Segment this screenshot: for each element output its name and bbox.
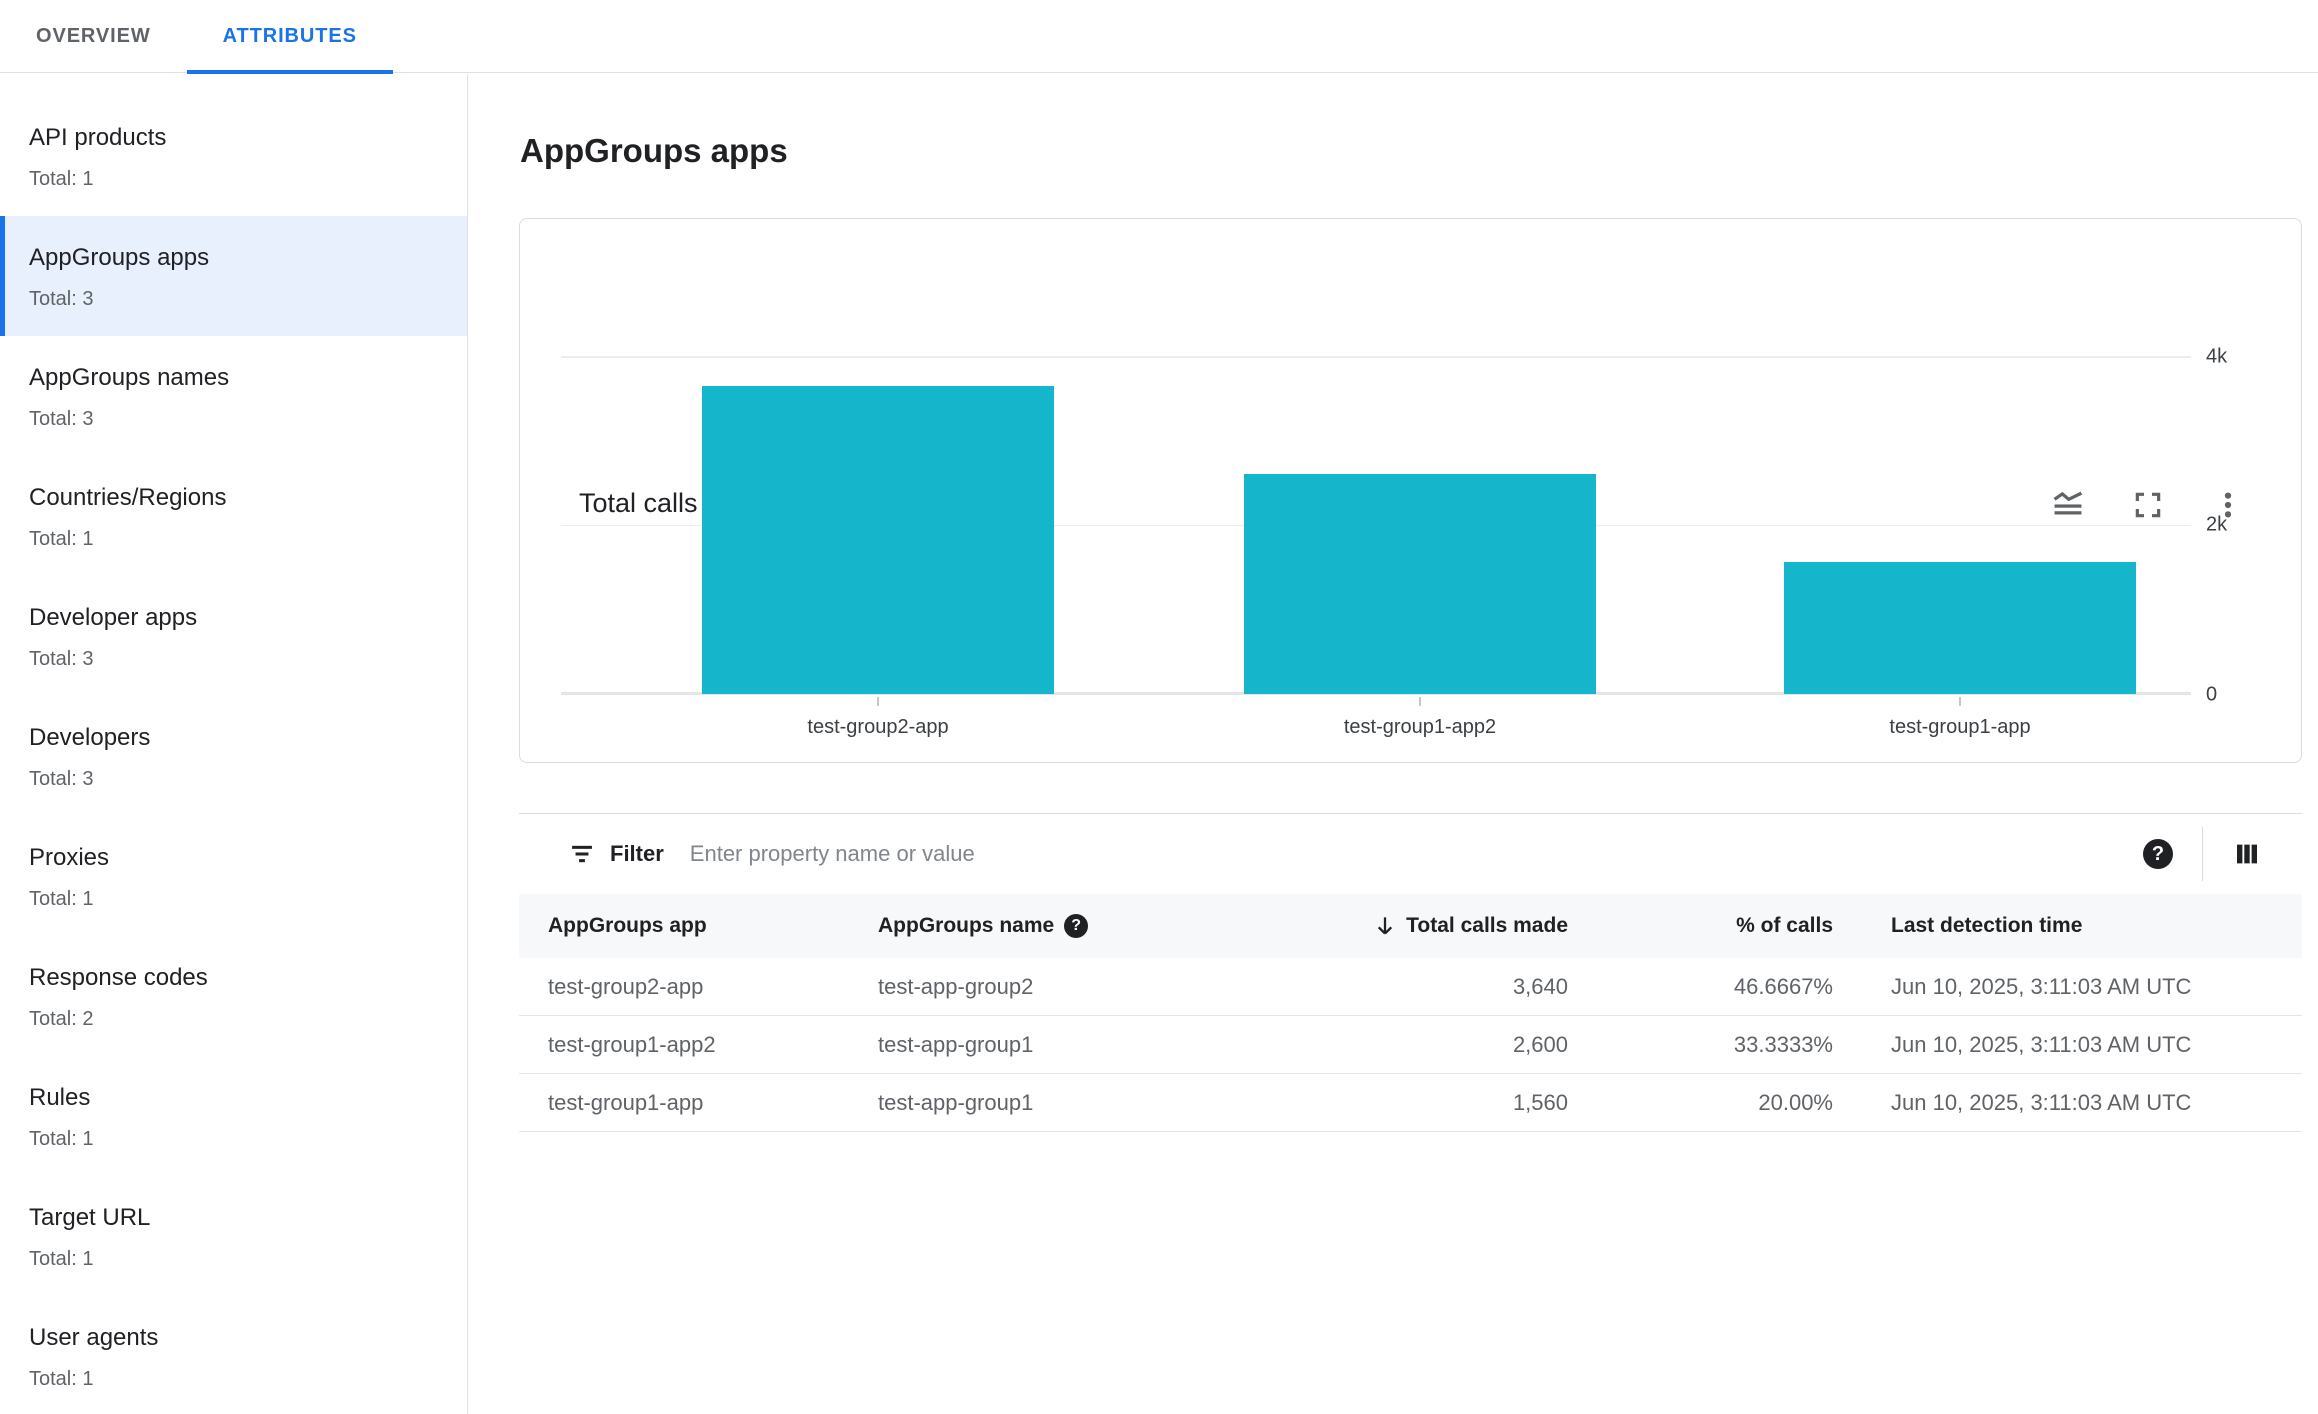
sidebar-item-appgroups-apps[interactable]: AppGroups apps Total: 3 [0, 216, 467, 336]
sidebar-item-total: Total: 3 [29, 648, 94, 670]
sort-descending-arrow-icon [1378, 917, 1393, 935]
vertical-divider [2202, 827, 2203, 881]
cell-total-calls: 3,640 [1512, 973, 1568, 999]
total-calls-chart-card: Total calls made [519, 218, 2302, 763]
x-tick [877, 697, 879, 706]
cell-last-detection-time: Jun 10, 2025, 3:11:03 AM UTC [1891, 1031, 2192, 1057]
sidebar-item-label: Response codes [29, 964, 208, 991]
y-axis-tick-0: 0 [2206, 683, 2218, 706]
sidebar-item-total: Total: 3 [29, 408, 94, 430]
sidebar-item-total: Total: 3 [29, 768, 94, 790]
cell-pct-of-calls: 33.3333% [1733, 1031, 1833, 1057]
fullscreen-icon[interactable] [2131, 488, 2165, 522]
cell-pct-of-calls: 46.6667% [1733, 973, 1833, 999]
filter-label: Filter [610, 841, 664, 866]
sidebar-item-developers[interactable]: Developers Total: 3 [0, 696, 467, 816]
sidebar-item-label: Developers [29, 724, 151, 751]
bar-test-group2-app[interactable] [702, 386, 1054, 694]
column-header-total-calls[interactable]: Total calls made [1338, 913, 1568, 939]
x-axis-label: test-group1-app [1889, 716, 2031, 738]
cell-appgroups-app: test-group1-app [548, 1089, 704, 1115]
table-row: test-group1-app test-app-group1 1,560 20… [519, 1074, 2302, 1132]
sidebar-item-label: Countries/Regions [29, 484, 227, 511]
cell-last-detection-time: Jun 10, 2025, 3:11:03 AM UTC [1891, 1089, 2192, 1115]
bar-test-group1-app2[interactable] [1244, 474, 1596, 694]
sidebar-item-total: Total: 1 [29, 528, 94, 550]
page-title: AppGroups apps [520, 132, 788, 169]
table-row: test-group1-app2 test-app-group1 2,600 3… [519, 1016, 2302, 1074]
sidebar-item-total: Total: 2 [29, 1008, 94, 1030]
sidebar-item-label: Target URL [29, 1204, 151, 1231]
sidebar-item-countries-regions[interactable]: Countries/Regions Total: 1 [0, 456, 467, 576]
x-axis-label: test-group1-app2 [1343, 716, 1497, 738]
gridline-4k [561, 356, 2191, 358]
column-header-label: Total calls made [1406, 914, 1568, 937]
cell-total-calls: 1,560 [1512, 1089, 1568, 1115]
filter-row: Filter ? [519, 813, 2302, 894]
chart-type-icon[interactable] [2051, 488, 2085, 522]
cell-appgroups-name: test-app-group1 [878, 1089, 1034, 1115]
sidebar-item-appgroups-names[interactable]: AppGroups names Total: 3 [0, 336, 467, 456]
attributes-sidebar: API products Total: 1 AppGroups apps Tot… [0, 74, 468, 1414]
cell-total-calls: 2,600 [1512, 1031, 1568, 1057]
filter-input[interactable] [689, 841, 2143, 867]
cell-last-detection-time: Jun 10, 2025, 3:11:03 AM UTC [1891, 973, 2192, 999]
sidebar-item-total: Total: 1 [29, 888, 94, 910]
column-selector-icon[interactable] [2232, 839, 2262, 869]
attributes-table-section: Filter ? AppGroups app AppGroups name ? [519, 813, 2302, 1132]
sidebar-item-total: Total: 3 [29, 288, 94, 310]
sidebar-item-total: Total: 1 [29, 1248, 94, 1270]
sidebar-item-user-agents[interactable]: User agents Total: 1 [0, 1296, 467, 1414]
x-axis-label: test-group2-app [807, 716, 949, 738]
sidebar-item-rules[interactable]: Rules Total: 1 [0, 1056, 467, 1176]
cell-pct-of-calls: 20.00% [1758, 1089, 1833, 1115]
cell-appgroups-app: test-group1-app2 [548, 1031, 716, 1057]
more-vert-glyph [2224, 492, 2232, 518]
table-header-row: AppGroups app AppGroups name ? Total cal… [519, 894, 2302, 958]
sidebar-item-label: AppGroups apps [29, 244, 210, 271]
stacked-line-chart-icon [2053, 491, 2083, 515]
y-axis-tick-4k: 4k [2206, 345, 2228, 368]
column-header-pct-of-calls[interactable]: % of calls [1736, 914, 1833, 937]
y-axis-tick-2k: 2k [2206, 513, 2228, 536]
sidebar-item-developer-apps[interactable]: Developer apps Total: 3 [0, 576, 467, 696]
sidebar-item-proxies[interactable]: Proxies Total: 1 [0, 816, 467, 936]
sidebar-item-label: Proxies [29, 844, 110, 871]
tab-attributes[interactable]: ATTRIBUTES [186, 0, 394, 74]
table-row: test-group2-app test-app-group2 3,640 46… [519, 958, 2302, 1016]
column-header-label: AppGroups name [878, 914, 1055, 937]
bar-test-group1-app[interactable] [1784, 562, 2136, 694]
sidebar-item-total: Total: 1 [29, 168, 94, 190]
column-header-appgroups-app[interactable]: AppGroups app [548, 914, 707, 937]
more-vert-icon[interactable] [2211, 488, 2245, 522]
x-tick [1959, 697, 1961, 706]
column-help-icon[interactable]: ? [1064, 914, 1089, 938]
sidebar-item-total: Total: 1 [29, 1128, 94, 1150]
sidebar-item-label: User agents [29, 1324, 159, 1351]
cell-appgroups-name: test-app-group1 [878, 1031, 1034, 1057]
tab-bar: OVERVIEW ATTRIBUTES [0, 0, 2318, 74]
sidebar-item-label: Developer apps [29, 604, 198, 631]
sidebar-item-label: AppGroups names [29, 364, 230, 391]
help-icon[interactable]: ? [2143, 839, 2173, 869]
column-header-appgroups-name[interactable]: AppGroups name ? [878, 914, 1338, 938]
fullscreen-glyph [2135, 492, 2161, 518]
cell-appgroups-name: test-app-group2 [878, 973, 1034, 999]
sidebar-item-label: Rules [29, 1084, 91, 1111]
filter-icon [572, 845, 592, 863]
sidebar-item-target-url[interactable]: Target URL Total: 1 [0, 1176, 467, 1296]
sidebar-item-label: API products [29, 124, 167, 151]
sidebar-item-total: Total: 1 [29, 1368, 94, 1390]
sidebar-item-api-products[interactable]: API products Total: 1 [0, 96, 467, 216]
sidebar-item-response-codes[interactable]: Response codes Total: 2 [0, 936, 467, 1056]
main-content: AppGroups apps Total calls made [469, 74, 2318, 1414]
column-header-last-detection-time[interactable]: Last detection time [1891, 914, 2083, 937]
cell-appgroups-app: test-group2-app [548, 973, 704, 999]
tab-overview[interactable]: OVERVIEW [36, 25, 151, 47]
bar-chart-plot: test-group2-app test-group1-app2 test-gr… [561, 356, 2191, 738]
x-tick [1419, 697, 1421, 706]
